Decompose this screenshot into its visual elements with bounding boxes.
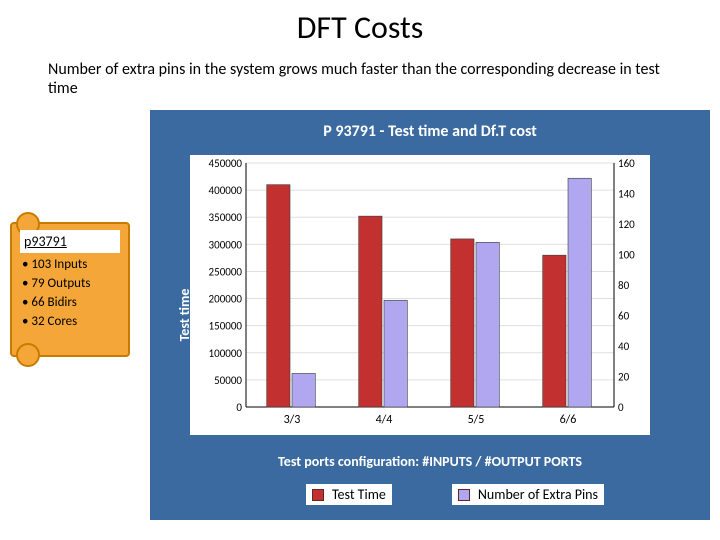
svg-text:300000: 300000 [209,238,243,251]
legend-item-test-time: Test Time [306,484,392,505]
callout-list: • 103 Inputs • 79 Outputs • 66 Bidirs • … [22,256,122,331]
page-subtitle: Number of extra pins in the system grows… [48,60,672,98]
callout-item: • 66 Bidirs [22,294,122,313]
svg-text:140: 140 [618,188,635,201]
svg-text:5/5: 5/5 [468,413,485,427]
callout-item: • 79 Outputs [22,275,122,294]
chart-panel: P 93791 - Test time and Df.T cost Test t… [150,110,710,520]
svg-text:450000: 450000 [209,157,243,170]
info-callout: p93791 • 103 Inputs • 79 Outputs • 66 Bi… [10,222,130,357]
svg-text:40: 40 [618,340,630,353]
page-title: DFT Costs [0,8,720,47]
legend-item-extra-pins: Number of Extra Pins [452,484,604,505]
svg-text:50000: 50000 [214,374,242,387]
svg-text:200000: 200000 [209,293,243,306]
svg-text:160: 160 [618,157,635,170]
svg-text:150000: 150000 [209,320,243,333]
svg-text:100000: 100000 [209,347,243,360]
svg-text:3/3: 3/3 [284,413,301,427]
legend-label: Test Time [332,486,386,503]
legend-swatch [458,489,470,501]
svg-text:60: 60 [618,310,630,323]
x-axis-label: Test ports configuration: #INPUTS / #OUT… [150,453,710,470]
chart-plot-area: 0 50000 100000 150000 200000 250000 300000 3500… [190,155,650,435]
svg-text:0: 0 [618,401,624,414]
svg-text:350000: 350000 [209,211,243,224]
svg-text:250000: 250000 [209,265,243,278]
callout-item: • 32 Cores [22,313,122,332]
svg-text:80: 80 [618,279,630,292]
callout-item: • 103 Inputs [22,256,122,275]
callout-title: p93791 [24,233,67,250]
legend-label: Number of Extra Pins [478,486,598,503]
chart-legend: Test Time Number of Extra Pins [240,484,670,505]
svg-text:100: 100 [618,249,635,262]
svg-text:120: 120 [618,218,635,231]
svg-text:20: 20 [618,371,630,384]
svg-text:0: 0 [236,401,242,414]
svg-text:4/4: 4/4 [376,413,393,427]
svg-text:6/6: 6/6 [560,413,577,427]
svg-text:400000: 400000 [209,184,243,197]
chart-svg: 0 50000 100000 150000 200000 250000 300000 3500… [190,155,650,435]
legend-swatch [312,489,324,501]
chart-title: P 93791 - Test time and Df.T cost [150,122,710,141]
callout-title-wrap: p93791 [20,230,120,253]
